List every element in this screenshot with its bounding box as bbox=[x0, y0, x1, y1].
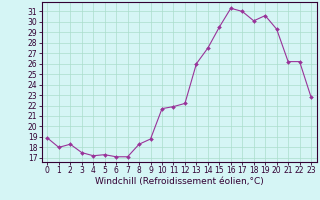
X-axis label: Windchill (Refroidissement éolien,°C): Windchill (Refroidissement éolien,°C) bbox=[95, 177, 264, 186]
